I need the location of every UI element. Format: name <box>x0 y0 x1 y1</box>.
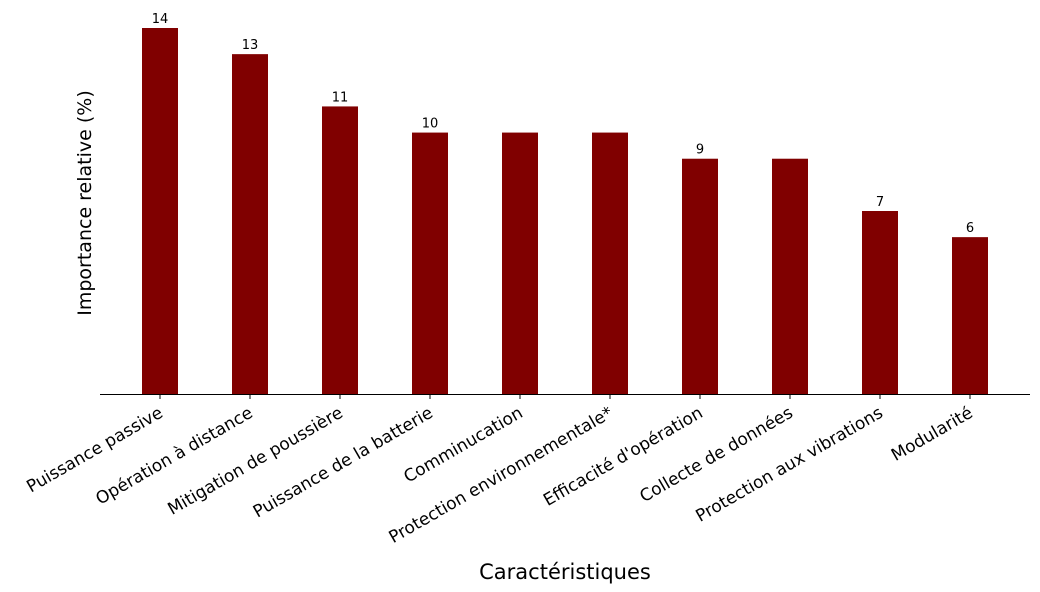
y-axis-title: Importance relative (%) <box>74 90 96 316</box>
bar-9 <box>952 237 988 394</box>
bar-2 <box>322 106 358 394</box>
bar-1 <box>232 54 268 395</box>
bar-7 <box>772 158 808 394</box>
data-label-6: 9 <box>696 143 704 158</box>
x-tick-label-6: Efficacité d'opération <box>540 403 706 511</box>
bars-group <box>142 28 988 395</box>
data-label-8: 7 <box>876 195 884 210</box>
x-tick-label-9: Modularité <box>888 403 976 466</box>
data-label-1: 13 <box>242 38 259 53</box>
data-label-9: 6 <box>966 221 974 236</box>
x-tick-label-7: Collecte de données <box>636 403 796 507</box>
bar-0 <box>142 28 178 394</box>
data-labels-group: 14 13 11 10 9 7 6 <box>152 12 974 236</box>
bar-4 <box>502 132 538 395</box>
data-label-2: 11 <box>332 90 349 105</box>
data-label-0: 14 <box>152 12 169 27</box>
bar-6 <box>682 158 718 394</box>
bar-8 <box>862 211 898 394</box>
bar-3 <box>412 132 448 395</box>
x-axis-title: Caractéristiques <box>479 560 651 584</box>
x-ticks-group <box>159 394 971 399</box>
data-label-3: 10 <box>422 117 439 132</box>
bar-5 <box>592 132 628 395</box>
x-tick-label-1: Opération à distance <box>92 403 256 509</box>
